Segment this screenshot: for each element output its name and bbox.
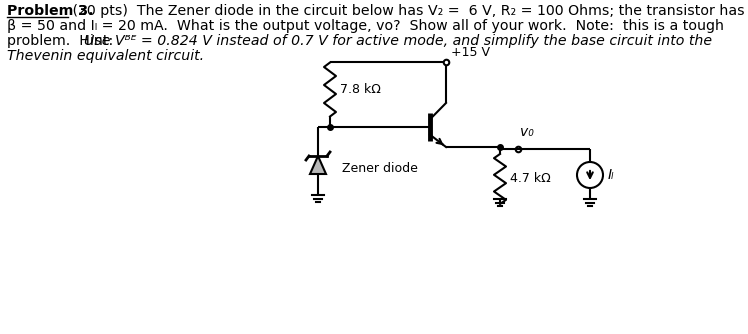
Polygon shape	[310, 156, 326, 174]
Text: Problem 3.: Problem 3.	[7, 4, 94, 18]
Text: problem.  Hint:: problem. Hint:	[7, 34, 122, 48]
Text: Zener diode: Zener diode	[342, 163, 418, 175]
Text: +15 V: +15 V	[451, 46, 490, 59]
Text: β = 50 and Iₗ = 20 mA.  What is the output voltage, vo?  Show all of your work. : β = 50 and Iₗ = 20 mA. What is the outpu…	[7, 19, 724, 33]
Text: Use Vᴮᴱ = 0.824 V instead of 0.7 V for active mode, and simplify the base circui: Use Vᴮᴱ = 0.824 V instead of 0.7 V for a…	[84, 34, 712, 48]
Text: 4.7 kΩ: 4.7 kΩ	[510, 172, 551, 185]
Text: Thevenin equivalent circuit.: Thevenin equivalent circuit.	[7, 49, 204, 63]
Text: v₀: v₀	[520, 125, 534, 139]
Text: 7.8 kΩ: 7.8 kΩ	[340, 83, 381, 96]
Text: Iₗ: Iₗ	[608, 168, 614, 182]
Text: (20 pts)  The Zener diode in the circuit below has V₂ =  6 V, R₂ = 100 Ohms; the: (20 pts) The Zener diode in the circuit …	[68, 4, 744, 18]
